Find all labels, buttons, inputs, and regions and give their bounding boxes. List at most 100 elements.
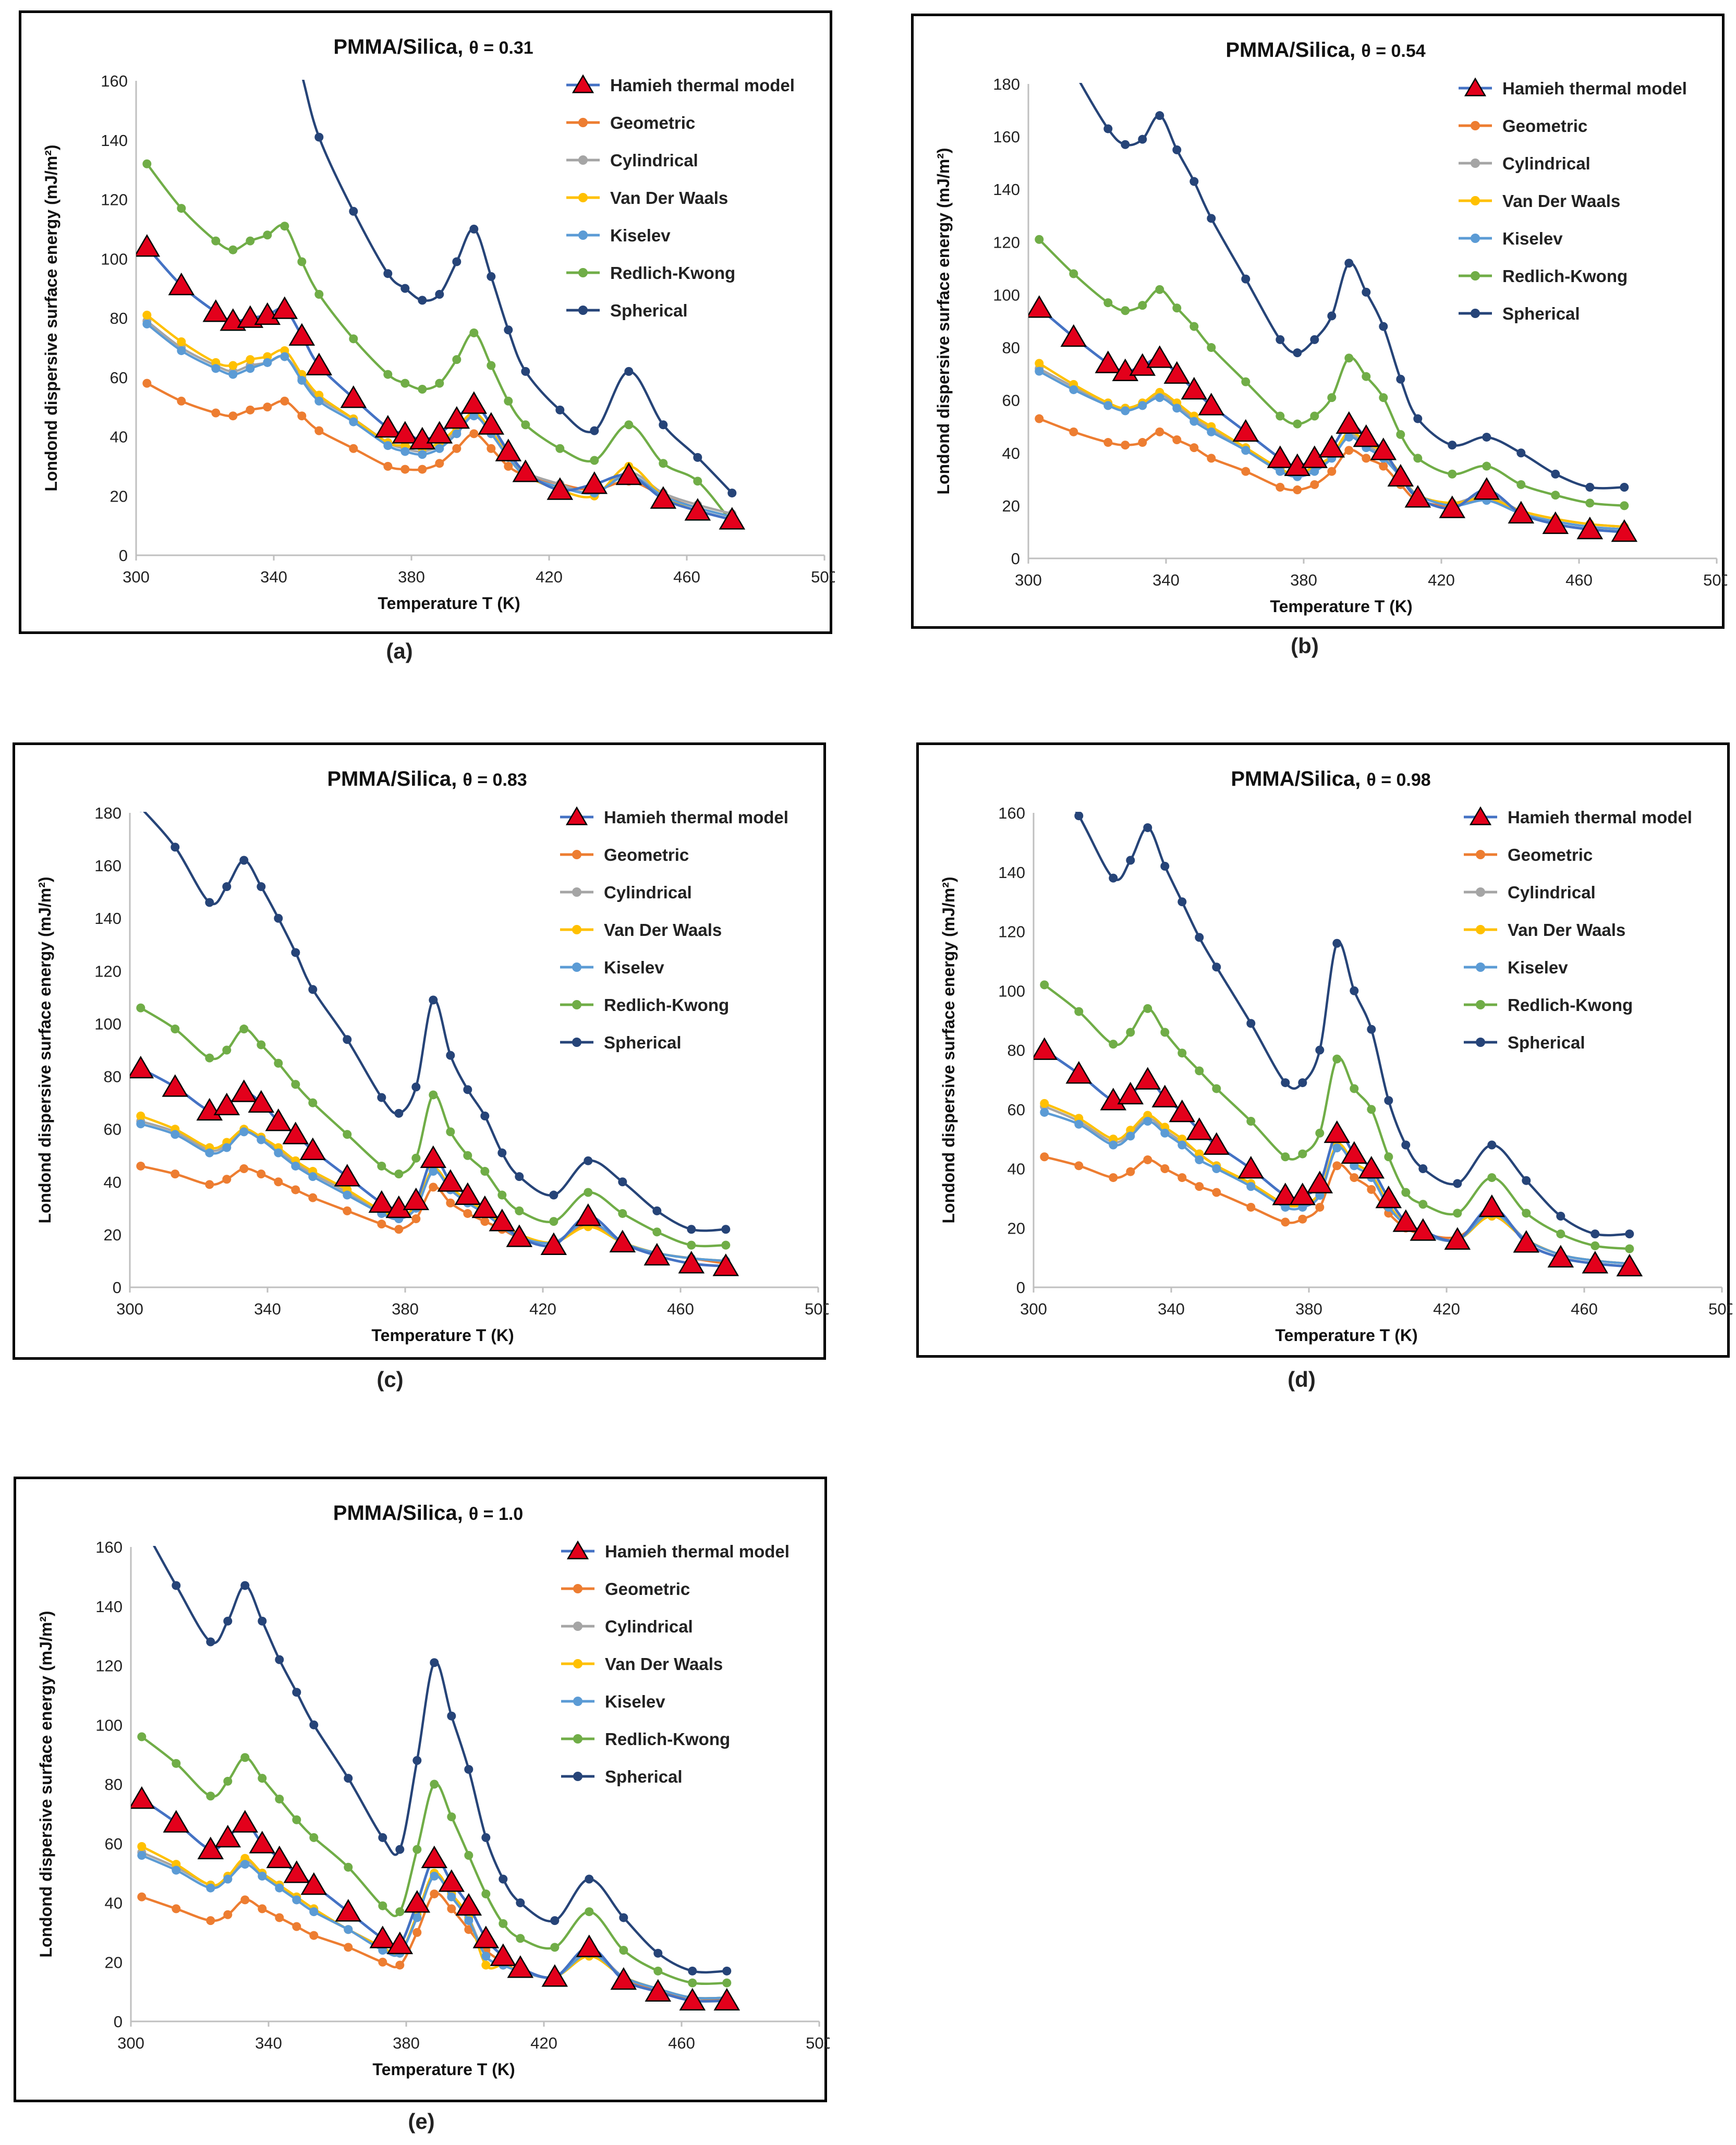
data-point-spherical [1327,311,1337,321]
data-point-spherical [1172,145,1182,154]
y-tick-label: 60 [110,369,128,387]
data-point-geometric [1126,1167,1135,1176]
data-point-spherical [619,1913,628,1922]
data-point-redlich [395,1907,405,1917]
data-point-geometric [1103,438,1113,447]
data-point-vanderwaals [136,1111,145,1120]
chart-title: PMMA/Silica, θ = 0.83 [327,767,527,790]
y-tick-label: 40 [110,428,128,446]
data-point-redlich [499,1919,508,1928]
data-point-geometric [504,461,513,471]
data-point-geometric [395,1960,405,1970]
data-point-spherical [1448,441,1457,450]
legend-label: Van Der Waals [1502,191,1620,211]
y-tick-label: 180 [993,75,1020,93]
legend-marker [572,925,581,934]
data-point-kiselev [1195,1155,1204,1164]
y-axis-label: Londond dispersive surface energy (mJ/m²… [934,148,953,494]
legend-item-redlich: Redlich-Kwong [1464,995,1633,1015]
data-point-kiselev [171,1130,180,1139]
chart-title: PMMA/Silica, θ = 0.98 [1231,767,1430,790]
data-point-spherical [1591,1229,1600,1239]
chart-title-theta: θ = 0.31 [469,38,533,58]
data-point-redlich [1155,285,1164,294]
data-point-redlich [722,1978,732,1988]
x-tick-label: 420 [536,568,563,586]
data-point-kiselev [1310,467,1319,476]
legend-label: Kiselev [1508,958,1568,977]
chart-title-theta: θ = 0.54 [1361,41,1425,61]
data-point-hamieh [575,1203,602,1226]
legend-label: Redlich-Kwong [610,263,735,283]
data-point-hamieh [335,1899,362,1922]
data-point-hamieh [1181,376,1208,400]
data-point-spherical [292,1688,301,1697]
data-point-redlich [452,355,462,364]
data-point-kiselev [297,375,307,385]
data-point-geometric [297,411,307,421]
data-point-geometric [177,396,186,406]
data-point-hamieh [1387,464,1414,487]
data-point-hamieh [392,421,419,444]
data-point-kiselev [223,1874,233,1884]
data-point-hamieh [213,1092,240,1116]
series-line-redlich [146,163,733,523]
data-point-geometric [411,1214,421,1224]
data-point-redlich [447,1812,456,1822]
data-point-kiselev [314,396,324,406]
legend: Hamieh thermal model Geometric Cylindrical… [560,806,788,1052]
legend-item-cylindrical: Cylindrical [561,1617,693,1636]
data-point-redlich [1172,303,1182,313]
data-point-hamieh [1582,1251,1609,1274]
data-point-spherical [418,296,427,305]
data-point-spherical [1109,873,1118,883]
data-point-kiselev [1103,401,1113,410]
data-point-redlich [136,1003,145,1013]
data-point-vanderwaals [137,1842,147,1851]
data-point-redlich [177,204,186,213]
data-point-kiselev [258,1871,267,1881]
data-point-spherical [263,17,272,26]
legend-item-cylindrical: Cylindrical [1459,154,1591,173]
data-point-hamieh [1117,1081,1144,1105]
chart-title-theta: θ = 0.98 [1366,770,1430,790]
data-point-spherical [378,1833,387,1842]
legend-marker [572,1000,581,1009]
data-point-spherical [1293,348,1302,358]
legend-label: Van Der Waals [1508,920,1625,940]
data-point-redlich [1448,469,1457,479]
data-point-kiselev [1155,393,1164,403]
data-point-redlich [222,1045,232,1055]
data-point-hamieh [254,302,281,325]
data-point-redlich [412,1845,422,1854]
legend-item-redlich: Redlich-Kwong [561,1729,730,1749]
data-point-redlich [1040,980,1049,990]
chart-title-main: PMMA/Silica, [333,1502,469,1525]
data-point-redlich [1487,1173,1497,1183]
data-point-geometric [292,1922,301,1931]
data-point-redlich [171,1025,180,1034]
x-axis-label: Temperature T (K) [372,2060,515,2079]
data-point-geometric [1246,1202,1256,1212]
legend-label: Cylindrical [610,151,698,170]
data-point-spherical [549,1190,559,1200]
data-point-geometric [418,465,427,474]
y-tick-label: 140 [94,909,122,928]
y-tick-label: 80 [1007,1041,1025,1059]
data-point-kiselev [292,1895,301,1905]
x-tick-label: 420 [1428,571,1455,589]
data-point-redlich [1362,372,1371,381]
legend: Hamieh thermal model Geometric Cylindrical… [561,1540,790,1786]
data-point-hamieh [1100,1088,1127,1111]
x-tick-label: 380 [1295,1300,1322,1318]
data-point-kiselev [1212,1164,1221,1173]
series-redlich [1035,235,1629,510]
y-tick-label: 80 [105,1775,123,1794]
data-point-kiselev [136,1119,145,1129]
data-point-hamieh [420,1145,447,1168]
data-point-redlich [378,1901,387,1910]
y-tick-label: 0 [114,2013,123,2031]
data-point-hamieh [478,412,505,435]
data-point-geometric [171,1169,180,1179]
data-point-kiselev [1276,467,1285,476]
